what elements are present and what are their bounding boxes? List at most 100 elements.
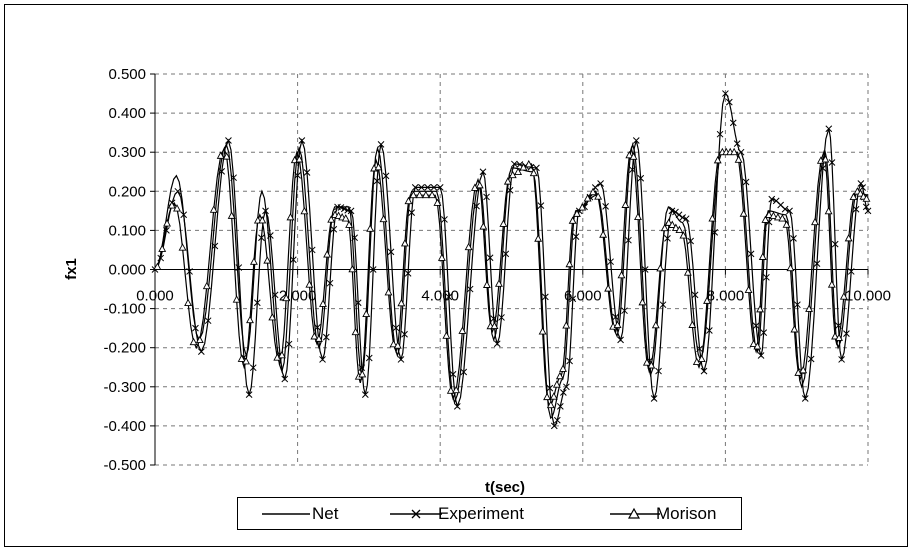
- data-point-experiment: [672, 208, 679, 216]
- data-point-morison: [286, 212, 295, 221]
- data-point-morison: [379, 214, 388, 223]
- legend-item-net: Net: [246, 498, 396, 529]
- data-point-experiment: [441, 216, 448, 223]
- data-point-morison: [268, 313, 277, 321]
- data-point-experiment: [289, 256, 297, 264]
- data-point-morison: [565, 259, 574, 268]
- series-experiment: [151, 90, 872, 430]
- data-point-morison: [282, 293, 291, 302]
- data-point-morison: [543, 392, 552, 401]
- y-tick-label: 0.500: [108, 66, 146, 83]
- data-point-experiment: [597, 180, 604, 187]
- data-point-experiment: [253, 299, 261, 307]
- data-point-experiment: [308, 246, 316, 254]
- data-point-experiment: [218, 168, 226, 175]
- data-point-morison: [683, 268, 692, 276]
- data-point-morison: [594, 192, 603, 200]
- data-point-morison: [409, 190, 418, 199]
- data-point-morison: [668, 220, 677, 228]
- data-point-morison: [765, 210, 773, 218]
- y-tick-label: 0.400: [108, 105, 146, 122]
- data-point-experiment: [424, 184, 432, 191]
- data-point-morison: [782, 220, 791, 228]
- data-point-morison: [617, 270, 626, 279]
- data-point-experiment: [550, 422, 558, 430]
- legend: Net Experiment Morison: [237, 497, 742, 530]
- y-tick-label: 0.300: [108, 144, 146, 161]
- data-point-experiment: [377, 141, 385, 148]
- data-point-experiment: [174, 187, 182, 195]
- data-point-experiment: [563, 383, 570, 391]
- data-point-morison: [675, 225, 684, 234]
- data-point-morison: [490, 321, 499, 330]
- data-point-morison: [351, 327, 360, 336]
- data-point-morison: [209, 205, 218, 213]
- data-point-experiment: [473, 202, 480, 210]
- data-point-morison: [671, 223, 680, 231]
- data-point-experiment: [258, 234, 265, 242]
- data-point-morison: [421, 190, 430, 199]
- data-point-experiment: [430, 184, 438, 191]
- data-point-morison: [862, 194, 871, 202]
- data-point-experiment: [365, 354, 373, 362]
- data-point-morison: [397, 298, 406, 307]
- data-point-experiment: [285, 340, 293, 348]
- data-point-morison: [638, 297, 647, 306]
- data-point-experiment: [387, 248, 395, 256]
- data-point-morison: [494, 279, 503, 287]
- data-point-experiment: [397, 356, 405, 363]
- data-point-morison: [263, 256, 272, 264]
- data-point-experiment: [361, 391, 369, 398]
- y-tick-label: 0.100: [108, 222, 146, 239]
- data-point-morison: [184, 298, 193, 306]
- data-point-experiment: [466, 285, 474, 293]
- data-point-experiment: [790, 234, 797, 242]
- data-point-morison: [634, 212, 642, 221]
- data-point-morison: [656, 263, 665, 272]
- data-point-experiment: [700, 367, 708, 375]
- data-point-morison: [758, 252, 767, 260]
- data-point-morison: [583, 194, 592, 202]
- data-point-morison: [232, 295, 241, 303]
- data-point-morison: [345, 220, 354, 228]
- data-point-experiment: [319, 356, 326, 363]
- data-point-morison: [499, 219, 508, 227]
- data-point-experiment: [294, 172, 301, 179]
- data-point-experiment: [675, 211, 683, 219]
- data-point-morison: [534, 234, 543, 242]
- data-point-experiment: [682, 215, 690, 223]
- data-point-experiment: [358, 364, 366, 372]
- data-point-experiment: [668, 207, 676, 215]
- data-point-morison: [821, 155, 830, 163]
- data-point-morison: [651, 320, 660, 329]
- data-point-experiment: [625, 236, 632, 244]
- data-point-experiment: [163, 227, 170, 234]
- data-point-experiment: [725, 98, 733, 106]
- data-point-morison: [739, 209, 748, 217]
- data-point-morison: [173, 204, 181, 212]
- data-point-morison: [749, 339, 758, 347]
- data-point-morison: [625, 150, 634, 159]
- data-point-experiment: [742, 178, 750, 186]
- data-point-experiment: [303, 169, 311, 176]
- data-point-morison: [446, 386, 455, 394]
- data-point-morison: [374, 162, 383, 171]
- data-point-experiment: [825, 125, 833, 133]
- data-point-morison: [786, 263, 795, 272]
- data-point-experiment: [180, 211, 188, 219]
- data-point-morison: [642, 358, 651, 366]
- data-point-morison: [629, 152, 638, 160]
- series-line-morison: [154, 146, 869, 408]
- data-point-morison: [327, 215, 336, 223]
- data-point-experiment: [722, 90, 729, 97]
- data-point-morison: [805, 304, 814, 312]
- data-point-experiment: [617, 336, 624, 344]
- data-point-morison: [158, 244, 167, 252]
- data-point-experiment: [659, 301, 667, 309]
- data-point-experiment: [819, 164, 827, 172]
- data-point-morison: [697, 354, 706, 363]
- data-point-experiment: [641, 266, 649, 273]
- data-point-experiment: [553, 416, 561, 424]
- y-tick-label: -0.400: [103, 418, 146, 435]
- data-point-morison: [773, 213, 782, 221]
